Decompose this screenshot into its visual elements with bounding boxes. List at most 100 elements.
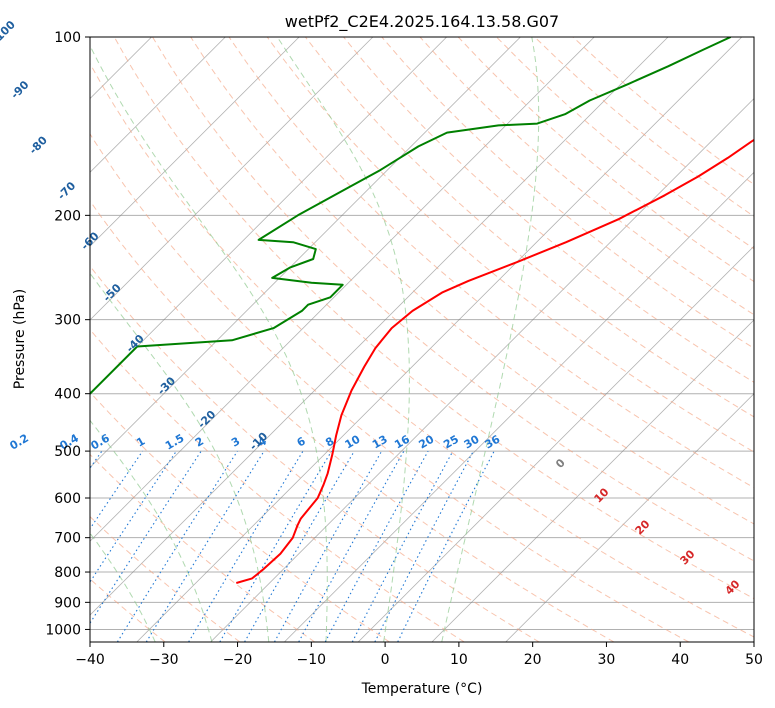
chart-title: wetPf2_C2E4.2025.164.13.58.G07 [285,12,559,32]
mixing-ratio-label: 3 [229,435,242,450]
y-tick-label: 1000 [45,622,81,638]
x-tick-label: −20 [223,652,253,668]
isotherm-line [90,37,300,247]
mixing-ratio-label: 36 [483,432,503,451]
isotherm-line [210,98,754,642]
moist-adiabat-line [90,44,328,642]
y-tick-label: 500 [54,444,81,460]
plot-frame [89,36,755,643]
x-tick-label: 40 [671,652,689,668]
isotherm-line [0,37,4,642]
mixing-ratio-line [298,450,405,642]
dry-adiabat-line [381,37,754,349]
mixing-ratio-line [0,451,21,642]
dry-adiabat-line [90,391,390,642]
mixing-ratio-label: 6 [295,434,308,449]
mixing-ratio-line [397,450,495,642]
mixing-ratio-line [274,450,383,642]
dry-adiabat-line [90,328,465,642]
isotherm-label: -50 [101,281,124,304]
isotherm-label: -40 [124,332,147,355]
dry-adiabat-line [457,37,754,283]
isotherm-label: -80 [27,133,50,156]
moist-adiabat-line [90,272,270,642]
upper-mark-label: 30 [678,547,698,567]
isotherm-line [136,37,743,642]
isotherm-label: -20 [195,408,218,431]
isotherm-label: -90 [8,78,31,101]
upper-mark-label: 40 [723,577,743,597]
y-tick-label: 200 [54,208,81,224]
mixing-ratio-label: 13 [370,433,390,452]
x-tick-label: 30 [598,652,616,668]
isotherm-line [90,37,226,173]
plot-area: 0.10.20.40.611.52346810131620253036-100-… [0,18,755,643]
isotherm-line [357,245,754,642]
isotherm-line [90,37,374,321]
mixing-ratio-label: 16 [392,432,412,451]
y-tick-label: 400 [54,387,81,403]
upper-mark-label: 20 [633,517,653,537]
x-tick-label: −30 [149,652,179,668]
mixing-ratio-line [90,450,202,625]
isotherm-line [505,393,754,642]
mixing-ratio-line [188,450,304,642]
upper-mark-label: 0 [553,456,568,471]
dewpoint-profile-line [90,37,732,396]
moist-adiabat-line [0,37,12,642]
x-tick-label: 0 [381,652,390,668]
dry-adiabat-line [90,200,615,642]
y-tick-label: 600 [54,491,81,507]
isotherm-line [90,37,447,395]
x-tick-label: −10 [297,652,327,668]
mixing-ratio-label: 25 [441,433,461,452]
moist-adiabat-line [276,37,410,642]
dry-adiabat-line [90,265,540,642]
plot-clipped [0,37,754,642]
x-tick-label: 20 [524,652,542,668]
dry-adiabat-line [572,37,754,186]
mixing-ratio-label: 1.5 [163,432,186,453]
mixing-ratio-line [351,450,454,642]
x-tick-label: 50 [745,652,763,668]
mixing-ratio-line [116,450,238,642]
dry-adiabat-line [152,37,754,562]
mixing-ratio-line [145,450,265,642]
dry-adiabat-line [534,37,754,218]
moist-adiabat-line [441,37,540,642]
mixing-ratio-label: 10 [343,432,363,451]
isotherm-label: -70 [55,179,78,202]
dry-adiabat-line [305,37,754,418]
mixing-ratio-line [324,450,429,642]
axis-ticks: −40 −30 −20 −10 0 10 20 30 40 5010020030040050060… [45,30,763,668]
isotherm-line [284,171,754,642]
y-tick-label: 300 [54,313,81,329]
dry-adiabat-line [228,37,754,489]
isotherm-line [431,319,754,642]
x-tick-label: 10 [450,652,468,668]
dry-adiabat-line [190,37,754,525]
x-tick-label: −40 [75,652,105,668]
moist-adiabat-line [90,419,213,642]
mixing-ratio-label: 0.2 [8,432,31,453]
upper-mark-label: 10 [592,485,612,505]
dry-adiabat-line [90,515,241,642]
dry-adiabat-line [90,62,754,638]
mixing-ratio-label: 1 [134,435,147,450]
dry-adiabat-line [343,37,754,383]
dry-adiabat-line [419,37,754,316]
dry-adiabat-line [90,453,315,642]
mixing-ratio-label: 30 [462,432,482,451]
temperature-profile-line [236,138,754,584]
mixing-ratio-line [90,450,103,470]
y-tick-label: 800 [54,565,81,581]
mixing-ratio-line [90,450,177,583]
isotherm-line [90,37,595,542]
y-tick-label: 100 [54,30,81,46]
x-axis-title: Temperature (°C) [361,681,483,697]
isotherm-label: -100 [0,18,18,47]
dry-adiabat-line [113,37,754,600]
y-axis-title: Pressure (hPa) [12,289,28,389]
